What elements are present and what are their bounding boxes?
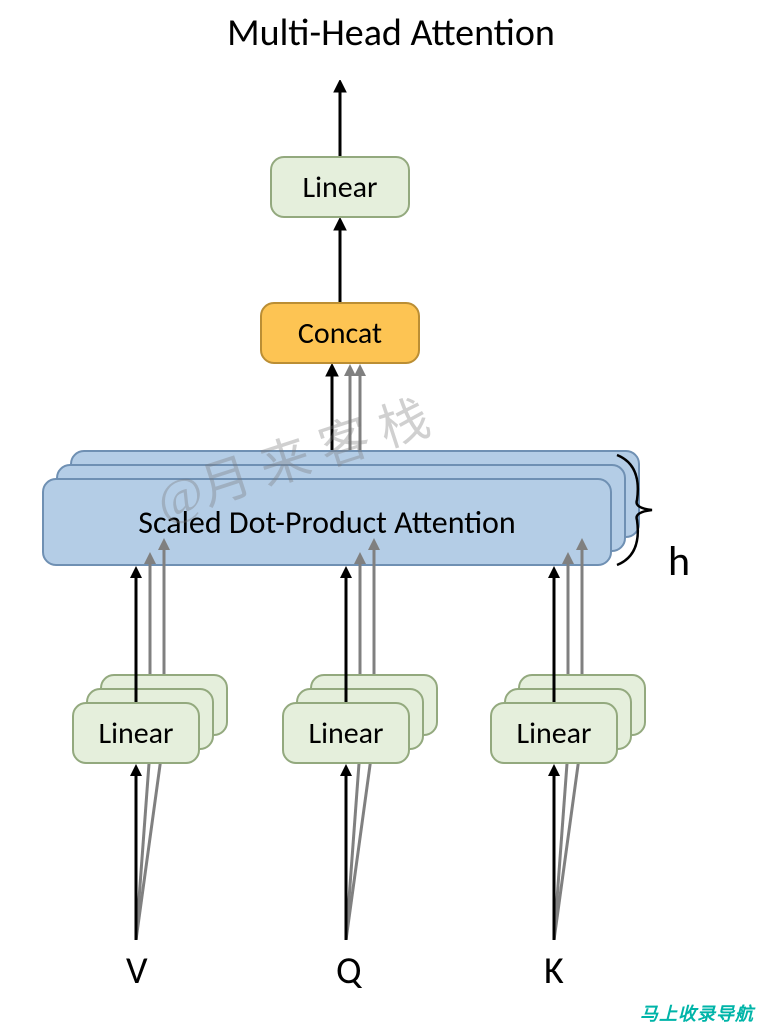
linear-input-box-front: Linear [72,702,200,764]
linear-to-attention-gray-arrow [574,538,590,674]
linear-to-attention-arrow [128,566,144,702]
linear-to-attention-gray-arrow [142,552,158,688]
input-to-linear-arrow [338,764,354,940]
h-brace [612,450,672,570]
linear-input-box-front: Linear [282,702,410,764]
linear-to-attention-gray-arrow [352,552,368,688]
linear-output-box: Linear [270,156,410,218]
linear-to-attention-gray-arrow [560,552,576,688]
linear-to-attention-arrow [338,566,354,702]
input-label-v: V [126,948,148,994]
linear-to-attention-arrow [546,566,562,702]
arrow-attention-to-concat-gray1 [342,364,358,458]
input-to-linear-arrow [546,764,562,940]
linear-to-attention-gray-arrow [366,538,382,674]
attention-box-front: Scaled Dot-Product Attention [42,478,612,566]
arrow-concat-to-linear [332,218,348,302]
input-label-q: Q [336,948,362,994]
h-label: h [668,536,690,587]
arrow-output [332,80,348,156]
diagram-title: Multi-Head Attention [0,10,782,56]
diagram-canvas: Multi-Head Attention Linear Concat Scale… [0,0,782,1026]
input-to-linear-arrow [128,764,144,940]
input-label-k: K [544,948,564,994]
concat-box: Concat [260,302,420,364]
linear-input-box-front: Linear [490,702,618,764]
linear-to-attention-gray-arrow [156,538,172,674]
footer-brand: 马上收录导航 [640,1000,754,1026]
